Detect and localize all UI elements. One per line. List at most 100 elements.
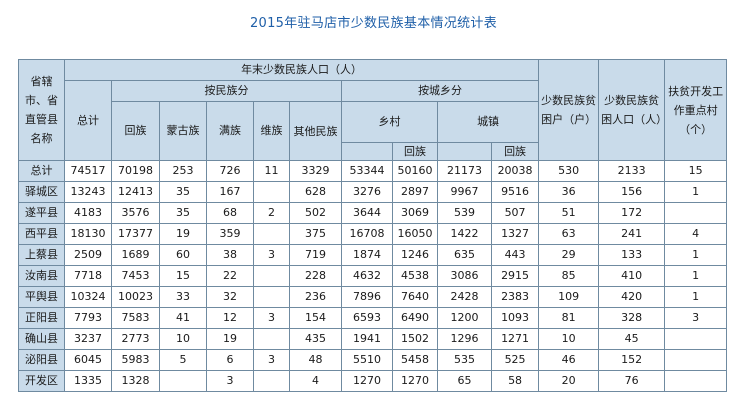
cell-mongol: 10 xyxy=(159,328,207,350)
cell-total: 10324 xyxy=(64,286,112,308)
cell-poor-households: 63 xyxy=(538,223,600,245)
cell-urban-hui: 1271 xyxy=(490,328,540,350)
cell-urban: 1296 xyxy=(437,328,492,350)
cell-rural: 3644 xyxy=(341,202,393,224)
cell-poor-households: 81 xyxy=(538,307,600,329)
cell-hui: 70198 xyxy=(111,160,160,182)
table-row: 驿城区 13243 12413 35 167 628 3276 2897 9967 9516 36 1… xyxy=(18,181,728,203)
cell-region: 确山县 xyxy=(18,328,65,350)
cell-other-ethnic: 236 xyxy=(289,286,342,308)
cell-uyghur xyxy=(253,265,290,287)
cell-other-ethnic: 228 xyxy=(289,265,342,287)
header-urban-spacer xyxy=(437,142,492,161)
cell-poor-population: 76 xyxy=(598,370,666,392)
cell-other-ethnic: 3329 xyxy=(289,160,342,182)
cell-manchu: 726 xyxy=(206,160,254,182)
cell-region: 泌阳县 xyxy=(18,349,65,371)
cell-urban-hui: 443 xyxy=(490,244,540,266)
cell-urban: 535 xyxy=(437,349,492,371)
table-row: 确山县 3237 2773 10 19 435 1941 1502 1296 1271 10 45 xyxy=(18,328,728,350)
cell-region: 上蔡县 xyxy=(18,244,65,266)
cell-hui: 10023 xyxy=(111,286,160,308)
cell-poor-population: 420 xyxy=(598,286,666,308)
cell-key-villages: 3 xyxy=(664,307,728,329)
cell-mongol: 19 xyxy=(159,223,207,245)
header-urban: 城镇 xyxy=(436,101,540,143)
cell-uyghur xyxy=(253,328,290,350)
cell-hui: 1328 xyxy=(111,370,160,392)
table-row: 西平县 18130 17377 19 359 375 16708 16050 1422 1327 6… xyxy=(18,223,728,245)
cell-urban: 635 xyxy=(437,244,492,266)
cell-mongol: 35 xyxy=(159,202,207,224)
cell-urban: 9967 xyxy=(437,181,492,203)
cell-total: 4183 xyxy=(64,202,112,224)
cell-hui: 2773 xyxy=(111,328,160,350)
cell-region: 正阳县 xyxy=(18,307,65,329)
cell-rural-hui: 1246 xyxy=(392,244,438,266)
cell-urban: 21173 xyxy=(437,160,492,182)
cell-other-ethnic: 4 xyxy=(289,370,342,392)
cell-poor-population: 172 xyxy=(598,202,666,224)
table-row: 遂平县 4183 3576 35 68 2 502 3644 3069 539 507 51 172 xyxy=(18,202,728,224)
cell-manchu: 32 xyxy=(206,286,254,308)
table-body: 总计 74517 70198 253 726 11 3329 53344 50160 21173 2… xyxy=(18,160,728,392)
cell-other-ethnic: 48 xyxy=(289,349,342,371)
header-poor-households: 少数民族贫困户（户） xyxy=(538,59,600,161)
cell-region: 平舆县 xyxy=(18,286,65,308)
header-other-ethnic: 其他民族 xyxy=(289,101,342,161)
cell-rural-hui: 50160 xyxy=(392,160,438,182)
cell-rural-hui: 7640 xyxy=(392,286,438,308)
cell-uyghur: 2 xyxy=(253,202,290,224)
cell-rural-hui: 6490 xyxy=(392,307,438,329)
cell-rural: 7896 xyxy=(341,286,393,308)
cell-mongol: 33 xyxy=(159,286,207,308)
cell-mongol: 35 xyxy=(159,181,207,203)
cell-manchu: 19 xyxy=(206,328,254,350)
cell-poor-households: 29 xyxy=(538,244,600,266)
cell-key-villages xyxy=(664,202,728,224)
cell-mongol: 5 xyxy=(159,349,207,371)
cell-other-ethnic: 154 xyxy=(289,307,342,329)
cell-poor-population: 152 xyxy=(598,349,666,371)
cell-uyghur xyxy=(253,370,290,392)
cell-poor-households: 109 xyxy=(538,286,600,308)
cell-uyghur xyxy=(253,286,290,308)
cell-total: 3237 xyxy=(64,328,112,350)
cell-region: 驿城区 xyxy=(18,181,65,203)
cell-urban-hui: 2915 xyxy=(490,265,540,287)
header-by-ethnic-group: 按民族分 xyxy=(111,80,342,102)
cell-mongol: 41 xyxy=(159,307,207,329)
header-urban-hui: 回族 xyxy=(490,142,540,161)
cell-manchu: 3 xyxy=(206,370,254,392)
cell-rural: 1874 xyxy=(341,244,393,266)
cell-uyghur xyxy=(253,223,290,245)
cell-other-ethnic: 502 xyxy=(289,202,342,224)
cell-poor-households: 51 xyxy=(538,202,600,224)
cell-key-villages xyxy=(664,328,728,350)
cell-rural-hui: 16050 xyxy=(392,223,438,245)
cell-rural-hui: 3069 xyxy=(392,202,438,224)
cell-hui: 7453 xyxy=(111,265,160,287)
cell-urban-hui: 9516 xyxy=(490,181,540,203)
cell-total: 18130 xyxy=(64,223,112,245)
cell-uyghur: 11 xyxy=(253,160,290,182)
cell-key-villages: 15 xyxy=(664,160,728,182)
cell-manchu: 167 xyxy=(206,181,254,203)
cell-urban-hui: 525 xyxy=(490,349,540,371)
table-row: 平舆县 10324 10023 33 32 236 7896 7640 2428 2383 109 4… xyxy=(18,286,728,308)
cell-total: 2509 xyxy=(64,244,112,266)
header-year-end-population: 年末少数民族人口（人） xyxy=(63,59,540,81)
cell-poor-households: 36 xyxy=(538,181,600,203)
cell-urban: 1200 xyxy=(437,307,492,329)
cell-region: 西平县 xyxy=(18,223,65,245)
table-header: 省辖市、省直管县名称 年末少数民族人口（人） 少数民族贫困户（户） 少数民族贫困… xyxy=(18,59,728,161)
page-title: 2015年驻马店市少数民族基本情况统计表 xyxy=(249,16,498,31)
cell-urban: 539 xyxy=(437,202,492,224)
cell-region: 开发区 xyxy=(18,370,65,392)
cell-mongol xyxy=(159,370,207,392)
cell-key-villages xyxy=(664,349,728,371)
cell-total: 7718 xyxy=(64,265,112,287)
cell-uyghur xyxy=(253,181,290,203)
cell-key-villages: 1 xyxy=(664,265,728,287)
cell-rural: 4632 xyxy=(341,265,393,287)
